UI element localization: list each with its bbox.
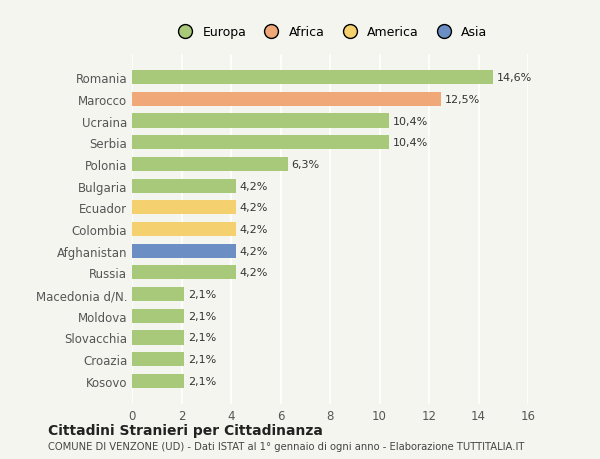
Text: 10,4%: 10,4% <box>393 116 428 126</box>
Bar <box>132 309 184 323</box>
Text: 2,1%: 2,1% <box>188 290 216 299</box>
Text: 2,1%: 2,1% <box>188 376 216 386</box>
Text: 2,1%: 2,1% <box>188 311 216 321</box>
Text: 2,1%: 2,1% <box>188 333 216 343</box>
Bar <box>132 287 184 302</box>
Text: 4,2%: 4,2% <box>239 203 268 213</box>
Text: 14,6%: 14,6% <box>497 73 532 83</box>
Bar <box>132 157 288 172</box>
Bar <box>132 353 184 366</box>
Bar <box>132 179 236 193</box>
Text: Cittadini Stranieri per Cittadinanza: Cittadini Stranieri per Cittadinanza <box>48 423 323 437</box>
Text: 4,2%: 4,2% <box>239 246 268 256</box>
Bar <box>132 330 184 345</box>
Bar <box>132 201 236 215</box>
Legend: Europa, Africa, America, Asia: Europa, Africa, America, Asia <box>172 27 488 39</box>
Bar <box>132 223 236 236</box>
Text: 6,3%: 6,3% <box>292 160 320 169</box>
Text: 4,2%: 4,2% <box>239 224 268 235</box>
Text: 4,2%: 4,2% <box>239 181 268 191</box>
Text: COMUNE DI VENZONE (UD) - Dati ISTAT al 1° gennaio di ogni anno - Elaborazione TU: COMUNE DI VENZONE (UD) - Dati ISTAT al 1… <box>48 441 524 451</box>
Bar <box>132 244 236 258</box>
Text: 2,1%: 2,1% <box>188 354 216 364</box>
Bar <box>132 71 493 85</box>
Bar <box>132 266 236 280</box>
Bar <box>132 93 442 106</box>
Text: 4,2%: 4,2% <box>239 268 268 278</box>
Bar <box>132 374 184 388</box>
Text: 12,5%: 12,5% <box>445 95 481 105</box>
Text: 10,4%: 10,4% <box>393 138 428 148</box>
Bar <box>132 136 389 150</box>
Bar <box>132 114 389 129</box>
